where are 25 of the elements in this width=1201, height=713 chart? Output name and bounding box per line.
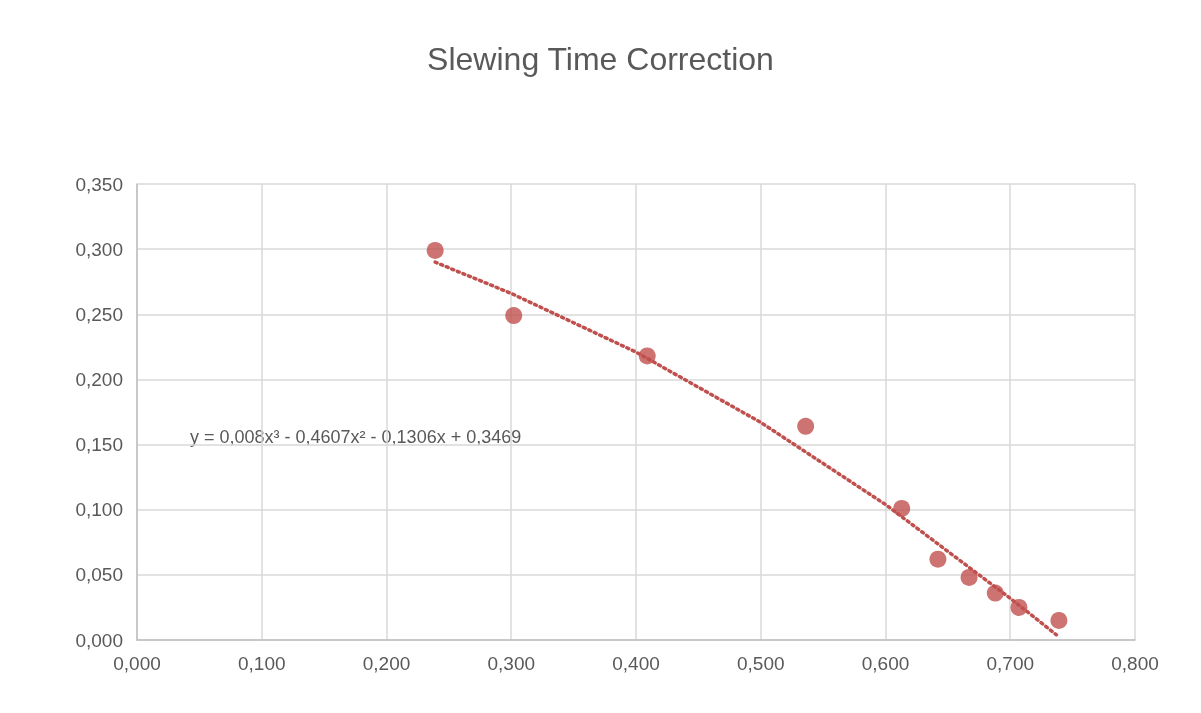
y-tick-label: 0,200 <box>75 368 123 390</box>
y-tick-label: 0,350 <box>75 173 123 195</box>
point <box>1050 611 1068 629</box>
y-tick-label: 0,150 <box>75 434 123 456</box>
x-tick-label: 0,100 <box>237 653 286 674</box>
chart-title: Slewing Time Correction <box>427 41 774 77</box>
x-tick-label: 0,700 <box>986 653 1035 674</box>
point <box>426 241 444 259</box>
y-tick-label: 0,100 <box>75 499 123 521</box>
x-tick-label: 0,500 <box>736 653 785 674</box>
x-tick-label: 0,300 <box>487 653 536 674</box>
x-tick-label: 0,400 <box>612 653 660 674</box>
point <box>960 568 978 586</box>
x-tick-label: 0,600 <box>861 653 910 674</box>
point <box>505 307 523 325</box>
x-tick-label: 0,800 <box>1111 653 1159 674</box>
annotation: y = 0,008x³ - 0,4607x² - 0,1306x + 0,3469 <box>190 427 522 447</box>
point <box>929 550 947 568</box>
x-tick-label: 0,000 <box>113 653 161 674</box>
x-tick-label: 0,200 <box>362 653 411 674</box>
y-tick-label: 0,250 <box>75 303 123 325</box>
point <box>797 417 815 435</box>
y-tick-label: 0,000 <box>75 629 123 651</box>
y-tick-label: 0,300 <box>75 238 123 260</box>
y-tick-label: 0,050 <box>75 564 123 586</box>
